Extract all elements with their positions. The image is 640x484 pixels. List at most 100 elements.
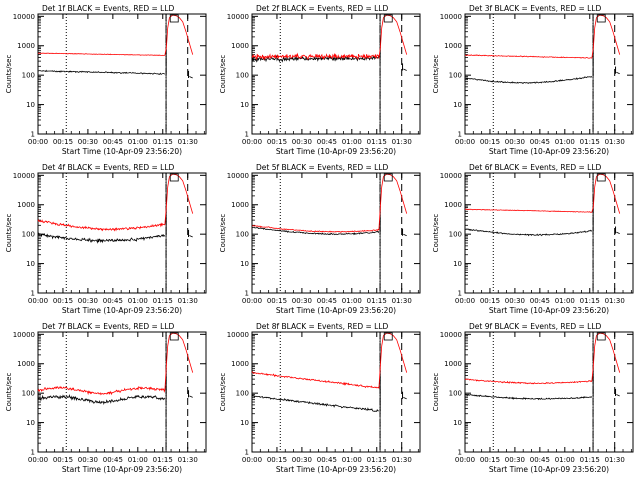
- x-tick-label: 00:00: [455, 138, 475, 146]
- y-tick-label: 1: [31, 290, 35, 298]
- x-tick-label: 00:45: [317, 297, 337, 305]
- panel-det-1: 1 10 100 1000 10000 00:00 00:15 00:30 00:45 01:00…: [5, 4, 207, 156]
- x-tick-label: 00:15: [480, 297, 500, 305]
- x-tick-label: 00:15: [267, 456, 287, 464]
- x-tick-label: 01:30: [605, 456, 625, 464]
- events-tail: [403, 68, 407, 71]
- panel-det-6: 1 10 100 1000 10000 00:00 00:15 00:30 00:45 01:00…: [432, 163, 634, 315]
- y-tick-label: 1: [458, 290, 462, 298]
- x-tick-label: 00:30: [505, 297, 525, 305]
- x-tick-label: 00:30: [78, 297, 98, 305]
- series-lld-line: [251, 14, 408, 61]
- y-tick-label: 1: [245, 290, 249, 298]
- events-tail: [189, 395, 193, 398]
- y-tick-label: 100: [449, 390, 462, 398]
- y-axis-label: Counts/sec: [432, 214, 440, 253]
- chart-title: Det 1f BLACK = Events, RED = LLD: [42, 4, 175, 13]
- panel-det-2: 1 10 100 1000 10000 00:00 00:15 00:30 00:45 01:00…: [219, 4, 421, 156]
- chart-title: Det 3f BLACK = Events, RED = LLD: [469, 4, 602, 13]
- plot-frame: [37, 172, 207, 294]
- series-events-line: [37, 232, 166, 244]
- x-tick-label: 01:00: [342, 297, 362, 305]
- x-tick-label: 00:30: [292, 297, 312, 305]
- x-tick-label: 00:45: [103, 456, 123, 464]
- y-tick-label: 10: [453, 101, 462, 109]
- events-tail: [616, 71, 620, 75]
- series-events-line: [37, 69, 165, 75]
- plot-frame: [251, 172, 421, 294]
- y-tick-label: 10000: [13, 172, 35, 180]
- y-tick-label: 10: [240, 260, 249, 268]
- chart-title: Det 4f BLACK = Events, RED = LLD: [42, 163, 175, 172]
- x-tick-label: 00:00: [242, 297, 262, 305]
- x-tick-label: 01:30: [178, 297, 198, 305]
- y-tick-label: 1000: [444, 42, 462, 50]
- y-tick-label: 1: [31, 131, 35, 139]
- x-axis-label: Start Time (10-Apr-09 23:56:20): [276, 306, 396, 315]
- plot-frame: [251, 13, 421, 135]
- x-tick-label: 01:30: [605, 138, 625, 146]
- chart-title: Det 2f BLACK = Events, RED = LLD: [256, 4, 389, 13]
- series-events-line: [465, 228, 593, 237]
- series-lld-line: [37, 14, 194, 56]
- x-tick-label: 00:45: [530, 297, 550, 305]
- y-tick-label: 1000: [231, 360, 249, 368]
- y-axis-label: Counts/sec: [219, 373, 227, 412]
- y-axis-label: Counts/sec: [219, 55, 227, 94]
- x-axis-label: Start Time (10-Apr-09 23:56:20): [62, 306, 182, 315]
- plot-frame: [37, 13, 207, 135]
- y-tick-label: 1000: [444, 201, 462, 209]
- flare-label-box: [383, 173, 393, 182]
- x-tick-label: 01:30: [392, 297, 412, 305]
- x-tick-label: 00:30: [292, 456, 312, 464]
- x-tick-label: 00:30: [78, 138, 98, 146]
- y-tick-label: 1: [245, 449, 249, 457]
- x-tick-label: 01:15: [367, 456, 387, 464]
- y-tick-label: 100: [22, 72, 35, 80]
- x-tick-label: 00:15: [53, 297, 73, 305]
- x-axis-label: Start Time (10-Apr-09 23:56:20): [489, 465, 609, 474]
- x-tick-label: 01:30: [178, 138, 198, 146]
- y-tick-label: 1000: [231, 201, 249, 209]
- series-lld-line: [464, 173, 621, 214]
- flare-label-box: [169, 332, 179, 341]
- y-axis-label: Counts/sec: [219, 214, 227, 253]
- x-tick-label: 00:45: [103, 138, 123, 146]
- events-tail: [403, 396, 407, 400]
- x-tick-label: 01:15: [580, 138, 600, 146]
- x-tick-label: 00:00: [455, 297, 475, 305]
- y-axis-label: Counts/sec: [432, 373, 440, 412]
- events-tail: [616, 394, 620, 397]
- x-tick-label: 01:30: [178, 456, 198, 464]
- y-tick-label: 1: [458, 449, 462, 457]
- y-tick-label: 100: [236, 231, 249, 239]
- x-tick-label: 01:00: [555, 297, 575, 305]
- series-events-line: [251, 226, 380, 236]
- x-tick-label: 00:45: [530, 456, 550, 464]
- x-tick-label: 00:15: [267, 138, 287, 146]
- y-axis-label: Counts/sec: [5, 373, 13, 412]
- y-tick-label: 10000: [13, 331, 35, 339]
- series-events-line: [251, 54, 380, 63]
- x-tick-label: 01:15: [153, 138, 173, 146]
- x-tick-label: 01:00: [342, 456, 362, 464]
- y-tick-label: 10: [26, 101, 35, 109]
- x-tick-label: 00:00: [242, 456, 262, 464]
- x-tick-label: 01:15: [153, 297, 173, 305]
- y-tick-label: 1: [245, 131, 249, 139]
- series-events-line: [251, 394, 380, 412]
- chart-title: Det 9f BLACK = Events, RED = LLD: [469, 322, 602, 331]
- series-lld-line: [464, 332, 621, 385]
- events-tail: [403, 233, 407, 237]
- x-axis-label: Start Time (10-Apr-09 23:56:20): [276, 465, 396, 474]
- y-tick-label: 1000: [444, 360, 462, 368]
- x-tick-label: 00:15: [480, 138, 500, 146]
- chart-title: Det 5f BLACK = Events, RED = LLD: [256, 163, 389, 172]
- x-tick-label: 00:30: [505, 138, 525, 146]
- x-tick-label: 00:00: [28, 297, 48, 305]
- series-events-line: [464, 393, 593, 401]
- x-axis-label: Start Time (10-Apr-09 23:56:20): [62, 465, 182, 474]
- flare-label-box: [169, 14, 179, 23]
- plot-frame: [464, 331, 634, 453]
- y-tick-label: 10000: [440, 13, 462, 21]
